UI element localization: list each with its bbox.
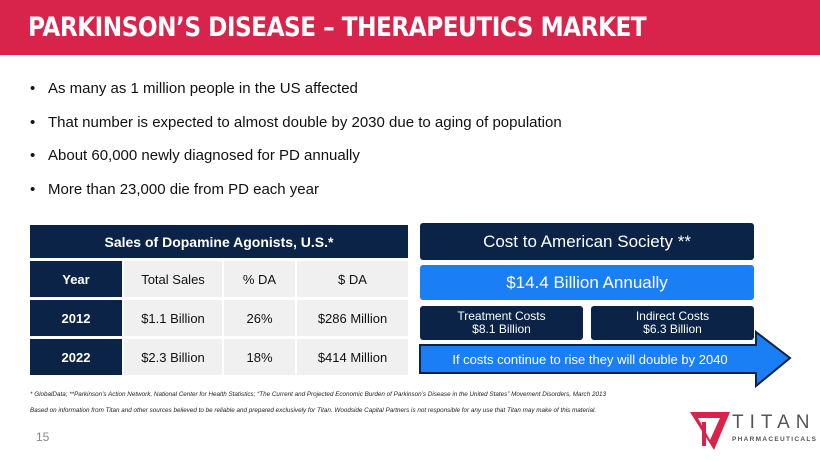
bullet-item: • As many as 1 million people in the US a…: [30, 80, 358, 97]
table-header-row: Year Total Sales % DA $ DA: [30, 261, 408, 297]
footnote-sources: * GlobalData; **Parkinson’s Action Netwo…: [30, 391, 606, 398]
bullet-item: • About 60,000 newly diagnosed for PD ann…: [30, 147, 360, 164]
sales-table: Sales of Dopamine Agonists, U.S.* Year T…: [30, 225, 408, 375]
table-cell: $286 Million: [297, 300, 408, 336]
arrow-shape: [419, 330, 792, 389]
bullet-list: • As many as 1 million people in the US a…: [30, 80, 562, 214]
titan-logo: TITAN PHARMACEUTICALS: [688, 410, 816, 452]
table-cell: 18%: [224, 339, 295, 375]
table-cell: 2012: [30, 300, 122, 336]
arrow-text: If costs continue to rise they will doub…: [452, 351, 728, 367]
page-title: PARKINSON’S DISEASE – THERAPEUTICS MARKE…: [28, 12, 647, 43]
table-title: Sales of Dopamine Agonists, U.S.*: [30, 225, 408, 258]
column-header: % DA: [224, 261, 295, 297]
table-cell: 26%: [224, 300, 295, 336]
bullet-item: • That number is expected to almost doubl…: [30, 113, 562, 131]
indirect-costs-box: Indirect Costs $6.3 Billion: [591, 306, 754, 340]
cost-title: Cost to American Society **: [420, 223, 754, 260]
cost-total: $14.4 Billion Annually: [420, 265, 754, 300]
page-number: 15: [36, 430, 50, 444]
table-cell: 2022: [30, 339, 122, 375]
footnote-disclaimer: Based on information from Titan and othe…: [30, 407, 597, 414]
table-cell: $1.1 Billion: [124, 300, 222, 336]
table-cell: $2.3 Billion: [124, 339, 222, 375]
title-bar: PARKINSON’S DISEASE – THERAPEUTICS MARKE…: [0, 0, 820, 55]
column-header: Year: [30, 261, 122, 297]
column-header: $ DA: [297, 261, 408, 297]
table-row: 2012 $1.1 Billion 26% $286 Million: [30, 300, 408, 336]
bullet-item: • More than 23,000 die from PD each year: [30, 180, 319, 198]
logo-mark-icon: [690, 412, 730, 450]
table-cell: $414 Million: [297, 339, 408, 375]
table-row: 2022 $2.3 Billion 18% $414 Million: [30, 339, 408, 375]
column-header: Total Sales: [124, 261, 222, 297]
treatment-costs-box: Treatment Costs $8.1 Billion: [420, 306, 583, 340]
